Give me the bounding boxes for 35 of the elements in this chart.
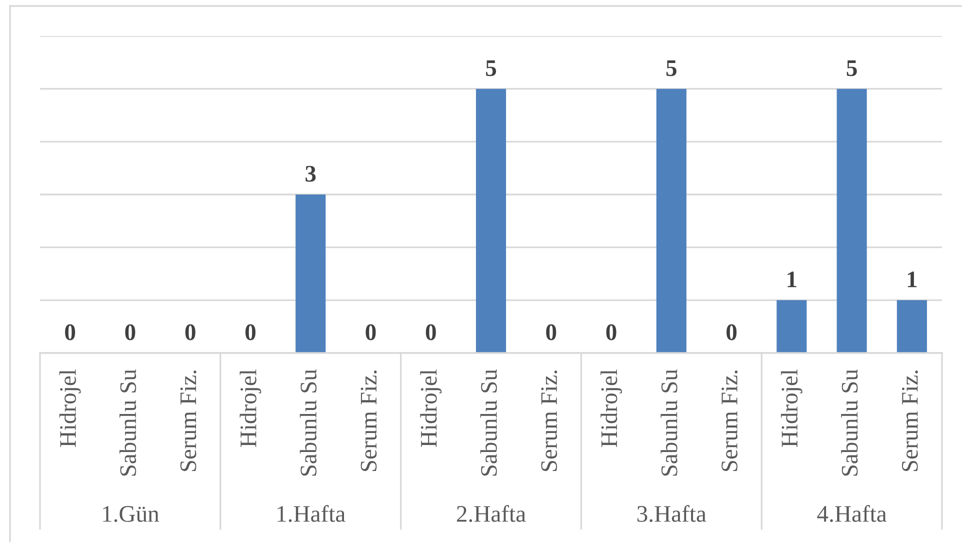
data-label: 0 bbox=[125, 324, 136, 340]
data-label: 0 bbox=[245, 324, 256, 340]
data-label: 0 bbox=[185, 324, 196, 340]
x-tick-label: Hidrojel bbox=[240, 369, 262, 448]
data-label: 0 bbox=[606, 324, 616, 340]
data-label: 1 bbox=[908, 272, 917, 288]
x-tick-label: Serum Fiz. bbox=[722, 370, 738, 472]
data-label: 0 bbox=[546, 324, 556, 340]
x-tick-label: Hidrojel bbox=[59, 369, 81, 448]
data-label: 0 bbox=[426, 324, 436, 340]
x-tick-label: Serum Fiz. bbox=[541, 370, 558, 472]
data-label: 0 bbox=[726, 324, 737, 340]
data-label: 1 bbox=[788, 272, 796, 288]
data-label: 3 bbox=[306, 166, 316, 182]
data-label: 5 bbox=[666, 60, 676, 76]
x-tick-label: Sabunlu Su bbox=[119, 369, 136, 476]
text: 1.Hafta bbox=[278, 505, 346, 522]
x-tick-label: Sabunlu Su bbox=[660, 369, 678, 476]
x-tick-label: Hidrojel bbox=[600, 369, 622, 448]
text: 2.Hafta bbox=[456, 505, 526, 522]
data-label: 0 bbox=[65, 324, 76, 340]
text: 3.Hafta bbox=[637, 505, 706, 522]
x-tick-label: Sabunlu Su bbox=[480, 369, 497, 476]
data-label: 5 bbox=[486, 60, 496, 76]
data-label: 5 bbox=[846, 60, 857, 76]
text: 4.Hafta bbox=[817, 505, 887, 522]
text: 1.Gün bbox=[103, 506, 160, 522]
x-tick-label: Hidrojel bbox=[420, 369, 442, 448]
x-tick-label: Hidrojel bbox=[780, 369, 802, 448]
x-tick-label: Serum Fiz. bbox=[902, 370, 918, 472]
x-tick-label: Serum Fiz. bbox=[180, 370, 196, 472]
x-tick-label: Sabunlu Su bbox=[841, 369, 858, 476]
x-tick-label: Serum Fiz. bbox=[360, 370, 377, 472]
x-tick-label: Sabunlu Su bbox=[300, 369, 317, 476]
data-label: 0 bbox=[366, 324, 376, 340]
